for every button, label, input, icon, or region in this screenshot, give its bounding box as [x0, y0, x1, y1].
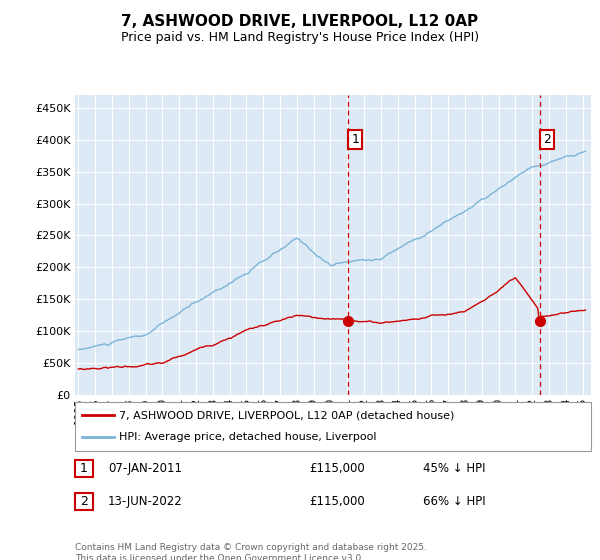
Text: 7, ASHWOOD DRIVE, LIVERPOOL, L12 0AP: 7, ASHWOOD DRIVE, LIVERPOOL, L12 0AP: [121, 14, 479, 29]
Text: 66% ↓ HPI: 66% ↓ HPI: [423, 494, 485, 508]
Text: Price paid vs. HM Land Registry's House Price Index (HPI): Price paid vs. HM Land Registry's House …: [121, 31, 479, 44]
Text: 2: 2: [543, 133, 551, 146]
Text: 07-JAN-2011: 07-JAN-2011: [108, 462, 182, 475]
Text: 45% ↓ HPI: 45% ↓ HPI: [423, 462, 485, 475]
Text: 1: 1: [80, 462, 88, 475]
Text: 1: 1: [352, 133, 359, 146]
Text: £115,000: £115,000: [309, 494, 365, 508]
Text: £115,000: £115,000: [309, 462, 365, 475]
Text: 2: 2: [80, 494, 88, 508]
Text: HPI: Average price, detached house, Liverpool: HPI: Average price, detached house, Live…: [119, 432, 376, 442]
Text: 7, ASHWOOD DRIVE, LIVERPOOL, L12 0AP (detached house): 7, ASHWOOD DRIVE, LIVERPOOL, L12 0AP (de…: [119, 410, 454, 421]
Text: Contains HM Land Registry data © Crown copyright and database right 2025.
This d: Contains HM Land Registry data © Crown c…: [75, 543, 427, 560]
Text: 13-JUN-2022: 13-JUN-2022: [108, 494, 183, 508]
